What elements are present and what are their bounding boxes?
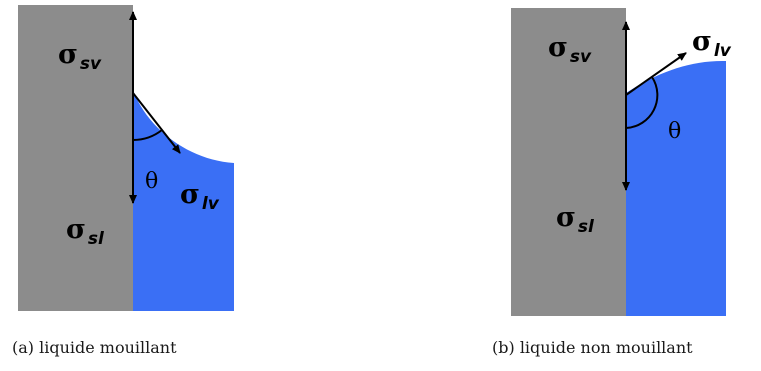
liquid-body [133, 90, 234, 311]
sigma-sl-label: σ sl [556, 202, 595, 237]
liquid-body [626, 60, 726, 316]
panel-a: σ sv σ sl σ lv θ [18, 5, 234, 311]
panel-b: σ sv σ sl σ lv θ [511, 8, 732, 316]
sigma-lv-arrow [625, 52, 687, 96]
contact-angle-diagram: σ sv σ sl σ lv θ σ sv σ sl σ lv θ [18, 5, 732, 316]
caption-a: (a) liquide mouillant [12, 338, 177, 357]
theta-label: θ [145, 169, 158, 194]
sigma-lv-arrow [132, 92, 181, 154]
sigma-sv-label: σ sv [58, 39, 102, 74]
angle-arc [625, 76, 659, 129]
sigma-sl-label: σ sl [66, 214, 105, 249]
caption-b: (b) liquide non mouillant [492, 338, 693, 357]
sigma-lv-label: σ lv [692, 26, 732, 61]
solid-wall [18, 5, 133, 311]
solid-wall [511, 8, 626, 316]
angle-arc [132, 129, 163, 142]
theta-label: θ [668, 119, 681, 144]
sigma-lv-label: σ lv [180, 179, 220, 214]
sigma-sv-label: σ sv [548, 32, 592, 67]
